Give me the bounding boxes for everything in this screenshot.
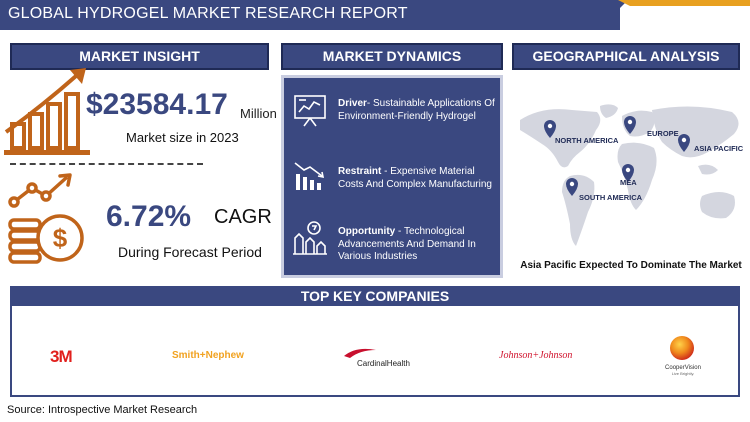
market-size-unit: Million: [240, 106, 277, 121]
title-band: [0, 0, 620, 30]
accent-stripe: [630, 0, 750, 6]
opportunity-sep: -: [395, 226, 404, 237]
logo-johnson-johnson-text: Johnson+Johnson: [499, 350, 573, 361]
region-europe: EUROPE: [647, 129, 679, 138]
geography-caption: Asia Pacific Expected To Dominate The Ma…: [520, 260, 742, 271]
opportunity-text: Opportunity - Technological Advancements…: [338, 226, 498, 264]
growth-chart-icon: [4, 68, 90, 155]
restraint-desc: Expensive Material Costs And Complex Man…: [338, 166, 492, 190]
market-dynamics-header: MARKET DYNAMICS: [281, 43, 503, 70]
geographical-analysis-header: GEOGRAPHICAL ANALYSIS: [512, 43, 740, 70]
chart-board-icon: [294, 95, 326, 127]
location-pins: [544, 116, 690, 196]
logo-smith-nephew-text: Smith+Nephew: [172, 350, 244, 361]
restraint-key: Restraint: [338, 166, 382, 177]
section-divider: [10, 163, 203, 165]
cagr-label: CAGR: [214, 206, 272, 228]
region-south-america: SOUTH AMERICA: [579, 193, 643, 202]
cardinal-swoosh-icon: [344, 348, 376, 358]
logo-coopervision-text: CooperVision: [665, 365, 701, 371]
logo-johnson-johnson: Johnson+Johnson: [499, 350, 572, 361]
source-note: Source: Introspective Market Research: [7, 404, 198, 416]
growth-arrows-icon: [293, 221, 327, 255]
logo-3m: 3M: [50, 347, 73, 367]
accent-slant: [618, 0, 630, 6]
logo-coopervision: CooperVision Live Brightly.: [660, 365, 706, 376]
market-size-value: $23584.17: [86, 88, 228, 121]
top-key-companies-header: TOP KEY COMPANIES: [10, 286, 740, 306]
report-title: GLOBAL HYDROGEL MARKET RESEARCH REPORT: [8, 5, 408, 22]
restraint-text: Restraint - Expensive Material Costs And…: [338, 166, 498, 191]
market-insight-header: MARKET INSIGHT: [10, 43, 269, 70]
driver-sep: -: [366, 98, 374, 109]
region-asia-pacific: ASIA PACIFIC: [694, 144, 744, 153]
logo-coopervision-tagline: Live Brightly.: [671, 371, 695, 376]
region-north-america: NORTH AMERICA: [555, 136, 619, 145]
world-map: NORTH AMERICA EUROPE ASIA PACIFIC MEA SO…: [512, 100, 747, 255]
svg-text:$: $: [53, 223, 68, 253]
dollar-coins-icon: $: [8, 173, 84, 264]
declining-bars-icon: [294, 162, 325, 190]
coopervision-sphere-icon: [670, 336, 694, 360]
region-mea: MEA: [620, 178, 637, 187]
cagr-value: 6.72%: [106, 200, 192, 233]
market-size-caption: Market size in 2023: [126, 130, 239, 145]
opportunity-key: Opportunity: [338, 226, 396, 237]
restraint-sep: -: [381, 166, 391, 177]
logo-smith-nephew: Smith+Nephew: [172, 350, 244, 361]
market-dynamics-panel: Driver- Sustainable Applications Of Envi…: [281, 75, 503, 278]
logo-cardinal-health-text: CardinalHealth: [357, 359, 410, 368]
logo-3m-text: 3M: [50, 347, 73, 366]
cagr-caption: During Forecast Period: [118, 244, 262, 260]
driver-desc: Sustainable Applications Of Environment-…: [338, 98, 495, 122]
driver-key: Driver: [338, 98, 367, 109]
driver-text: Driver- Sustainable Applications Of Envi…: [338, 98, 498, 123]
title-bar: GLOBAL HYDROGEL MARKET RESEARCH REPORT: [0, 0, 750, 30]
coopervision-mark-icon: [669, 335, 695, 366]
cardinal-health-mark-icon: [342, 346, 378, 365]
logo-cardinal-health: CardinalHealth: [357, 359, 410, 368]
world-map-shapes: [520, 104, 739, 246]
opportunity-desc: Technological Advancements And Demand In…: [338, 226, 476, 262]
